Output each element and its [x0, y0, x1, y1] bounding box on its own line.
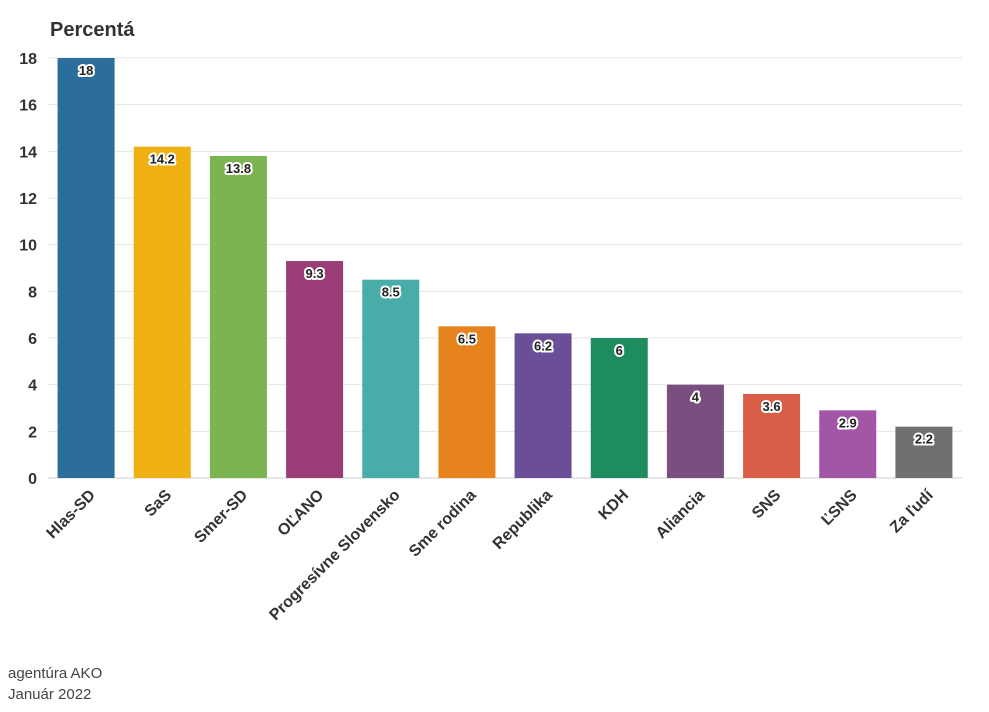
bar-2	[209, 156, 267, 478]
data-label: 8.5	[382, 285, 400, 300]
x-tick-label: Sme rodina	[406, 487, 480, 561]
x-tick-label: KDH	[596, 487, 633, 524]
bar-6	[514, 333, 572, 478]
bar-3	[286, 261, 344, 478]
x-tick-label: Progresívne Slovensko	[266, 487, 403, 624]
bar-4	[362, 279, 420, 478]
data-label: 13.8	[226, 161, 251, 176]
y-tick-label: 18	[19, 51, 37, 68]
bars	[57, 58, 953, 478]
data-label: 14.2	[150, 152, 175, 167]
data-label-halo: 14.2	[150, 152, 175, 167]
y-tick-label: 8	[28, 284, 37, 301]
x-tick-label: Republika	[490, 487, 556, 553]
x-tick-label: Aliancia	[653, 487, 708, 542]
data-label: 6	[616, 343, 623, 358]
y-tick-label: 10	[19, 238, 37, 255]
data-label-halo: 9.3	[306, 266, 324, 281]
bar-9	[743, 394, 801, 478]
bar-5	[438, 326, 496, 478]
data-label: 18	[79, 63, 93, 78]
x-tick-label: SaS	[142, 487, 176, 521]
data-label-halo: 6.2	[534, 338, 552, 353]
data-label: 4	[692, 390, 700, 405]
x-tick-label: ĽSNS	[818, 487, 860, 529]
data-label: 2.9	[839, 415, 857, 430]
data-label-halo: 13.8	[226, 161, 251, 176]
y-tick-label: 16	[19, 98, 37, 115]
data-label-halo: 6	[616, 343, 623, 358]
y-axis-title: Percentá	[50, 19, 135, 41]
y-axis: 0 2 4 6 8 10 12 14 16 18	[19, 51, 37, 488]
y-tick-label: 6	[28, 331, 37, 348]
y-tick-label: 12	[19, 191, 37, 208]
x-tick-label: Za ľudí	[887, 486, 937, 536]
x-tick-label: Smer-SD	[191, 487, 251, 547]
data-label: 2.2	[915, 432, 933, 447]
x-tick-label: Hlas-SD	[44, 487, 99, 542]
bar-1	[133, 146, 191, 478]
bar-0	[57, 58, 115, 478]
data-label-halo: 8.5	[382, 285, 400, 300]
x-tick-label: SNS	[749, 487, 785, 523]
data-label: 6.5	[458, 331, 476, 346]
data-label: 6.2	[534, 338, 552, 353]
data-label: 9.3	[306, 266, 324, 281]
data-label-halo: 2.2	[915, 432, 933, 447]
y-tick-label: 4	[28, 378, 37, 395]
data-label: 3.6	[763, 399, 781, 414]
bar-7	[590, 338, 648, 478]
data-label-halo: 2.9	[839, 415, 857, 430]
x-tick-label: OĽANO	[275, 487, 328, 540]
data-label-halo: 3.6	[763, 399, 781, 414]
y-tick-label: 14	[19, 144, 37, 161]
y-tick-label: 0	[28, 471, 37, 488]
source-date: Január 2022	[8, 686, 92, 703]
bar-10	[819, 410, 877, 478]
bar-11	[895, 426, 953, 478]
bar-8	[666, 384, 724, 478]
data-label-halo: 6.5	[458, 331, 476, 346]
gridlines	[48, 57, 962, 479]
source-name: agentúra AKO	[8, 665, 103, 682]
y-tick-label: 2	[28, 424, 37, 441]
data-label-halo: 4	[692, 390, 700, 405]
data-label-halo: 18	[79, 63, 93, 78]
